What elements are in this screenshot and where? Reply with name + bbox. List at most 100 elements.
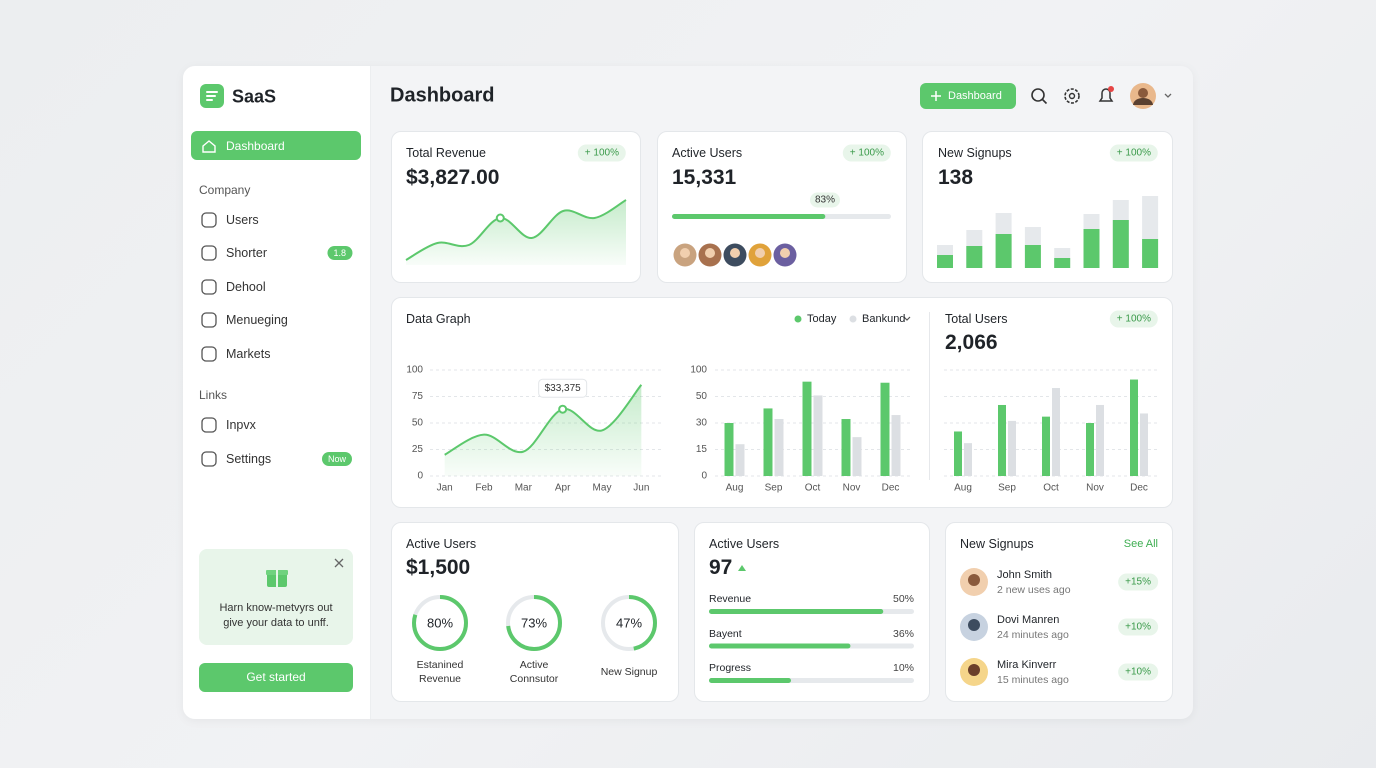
nav-icon [201, 312, 217, 328]
promo-text: Harn know-metvyrs out give your data to … [219, 602, 333, 629]
promo-button[interactable] [199, 663, 353, 692]
badge: +10% [1118, 663, 1158, 681]
bell-icon[interactable] [1098, 86, 1114, 102]
progress-pct: 50% [892, 593, 914, 605]
header-icons [1031, 83, 1172, 109]
avatar-face [968, 619, 980, 631]
bar [964, 443, 972, 476]
bar [1054, 258, 1071, 268]
ring-label: Estanined Revenue [416, 659, 464, 685]
x-tick-label: Dec [882, 483, 900, 494]
bar [1008, 420, 1016, 476]
y-tick-label: 30 [696, 418, 708, 429]
x-tick-label: Dec [1130, 483, 1148, 494]
person-name: Dovi Manren [997, 614, 1060, 626]
person-time: 15 minutes ago [997, 674, 1069, 686]
ring-value: 80% [426, 615, 454, 631]
y-tick-label: 100 [406, 365, 423, 376]
progress-pct: 10% [892, 662, 914, 674]
x-tick-label: Sep [998, 483, 1016, 494]
x-tick-label: Mar [515, 483, 533, 494]
nav-group-title: Links [199, 388, 228, 402]
nav-active[interactable] [191, 131, 361, 160]
ring-value: 73% [520, 615, 548, 631]
bar [1140, 413, 1148, 476]
y-tick-label: 25 [412, 444, 424, 455]
bar [998, 404, 1006, 476]
promo-button-label[interactable]: Get started [246, 670, 306, 684]
nav-item[interactable]: Menueging [226, 313, 288, 327]
card-value: 2,066 [945, 331, 998, 354]
y-tick-label: 75 [412, 391, 424, 402]
gift-icon [266, 570, 288, 587]
y-tick-label: 15 [696, 444, 708, 455]
avatar-face [680, 248, 690, 258]
ring-label: Active Connsutor [509, 659, 559, 685]
legend-label[interactable]: Bankund [862, 313, 906, 325]
settings-icon[interactable] [1064, 88, 1080, 104]
avatar-face [968, 664, 980, 676]
nav-label[interactable]: Dashboard [226, 139, 285, 153]
nav-item[interactable]: Dehool [226, 280, 266, 294]
close-icon[interactable] [334, 558, 344, 568]
ring-label: New Signup [600, 666, 658, 678]
ring-fill [601, 595, 657, 651]
card-title: Active Users [406, 537, 477, 551]
x-tick-label: Aug [954, 483, 972, 494]
bar [1112, 220, 1129, 268]
avatar-face [705, 248, 715, 258]
user-avatar[interactable] [1130, 83, 1172, 109]
y-tick-label: 100 [690, 365, 707, 376]
bar [1042, 416, 1050, 476]
nav-item[interactable]: Inpvx [226, 418, 256, 432]
nav-item[interactable]: Settings [226, 452, 272, 466]
line [444, 384, 643, 456]
card-value: 97 [709, 556, 733, 579]
point-marker [495, 213, 505, 223]
badge: + 100% [1109, 310, 1158, 328]
bar [802, 381, 812, 476]
header-button-label[interactable]: Dashboard [948, 90, 1002, 102]
bar [1083, 229, 1100, 268]
avatar-face [730, 248, 740, 258]
legend-label[interactable]: Today [807, 313, 837, 325]
card [391, 522, 679, 702]
point-marker [558, 404, 568, 414]
progress-fill [709, 678, 791, 683]
nav-icon [202, 140, 216, 153]
bar [891, 415, 901, 476]
page-title: Dashboard [390, 84, 495, 107]
nav-icon [201, 279, 217, 295]
badge: 83% [809, 192, 840, 208]
see-all-link[interactable]: See All [1123, 538, 1158, 550]
person-name: Mira Kinverr [997, 659, 1057, 671]
progress-fill [672, 214, 826, 219]
progress-label: Bayent [709, 627, 742, 640]
bar [1096, 404, 1104, 476]
bar [841, 419, 851, 476]
bar [813, 395, 823, 476]
y-tick-label: 0 [417, 471, 423, 482]
search-icon[interactable] [1031, 88, 1048, 105]
nav-icon [201, 417, 217, 433]
bar [1142, 239, 1159, 268]
nav-icon [201, 451, 217, 467]
avatar-face [755, 248, 765, 258]
logo-icon [206, 91, 218, 101]
bar [1130, 379, 1138, 476]
badge: Now [321, 452, 352, 466]
card-title: Active Users [672, 146, 743, 160]
card-value: $1,500 [406, 556, 471, 579]
nav-item[interactable]: Users [226, 213, 259, 227]
progress-fill [709, 609, 884, 614]
nav-icon [201, 346, 217, 362]
bar [954, 431, 962, 476]
nav-item[interactable]: Shorter [226, 246, 267, 260]
card-title: Active Users [709, 537, 780, 551]
nav-icon [201, 212, 217, 228]
x-tick-label: Nov [1086, 483, 1104, 494]
nav-item[interactable]: Markets [226, 347, 271, 361]
ring-value: 47% [615, 615, 643, 631]
bar [735, 444, 745, 476]
